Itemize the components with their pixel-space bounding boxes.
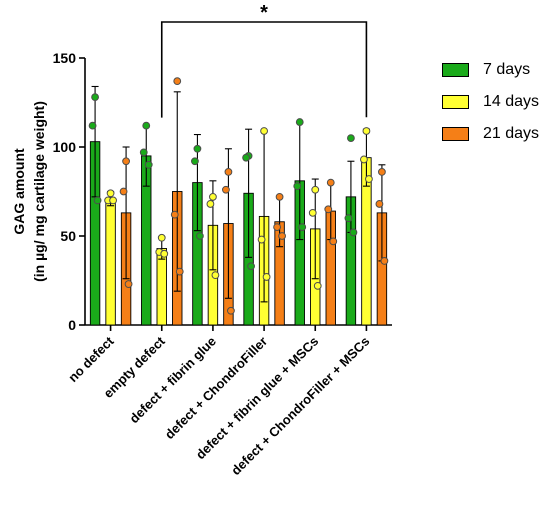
- data-point-defect-fibrin-glue-21-days-1: [224, 168, 233, 176]
- data-point-defect-chondrofiller-mscs-14-days-1: [362, 127, 371, 135]
- data-point-defect-fibrin-glue-7-days-1: [193, 144, 202, 153]
- data-point-defect-fibrin-glue-mscs-14-days-3: [313, 281, 322, 290]
- data-point-no-defect-7-days-1: [91, 93, 99, 102]
- data-point-defect-chondrofiller-14-days-2: [257, 235, 266, 244]
- data-point-no-defect-14-days-1: [106, 189, 115, 198]
- legend-swatch-14-days: [442, 95, 469, 109]
- legend-item-7-days: 7 days: [442, 60, 539, 80]
- legend-swatch-7-days: [442, 63, 469, 77]
- legend: 7 days 14 days 21 days: [442, 60, 539, 156]
- data-point-defect-chondrofiller-mscs-7-days-1: [347, 134, 355, 143]
- data-point-empty-defect-7-days-3: [144, 160, 153, 169]
- data-point-defect-chondrofiller-mscs-21-days-3: [380, 257, 389, 265]
- data-point-empty-defect-14-days-1: [157, 233, 166, 242]
- data-point-defect-fibrin-glue-mscs-7-days-2: [293, 182, 302, 191]
- data-point-defect-fibrin-glue-mscs-7-days-3: [298, 223, 307, 232]
- data-point-defect-fibrin-glue-21-days-3: [227, 306, 235, 315]
- data-point-defect-fibrin-glue-14-days-2: [206, 200, 215, 208]
- data-point-defect-fibrin-glue-mscs-21-days-2: [324, 205, 333, 214]
- data-point-defect-fibrin-glue-mscs-14-days-2: [308, 208, 317, 217]
- legend-item-21-days: 21 days: [442, 124, 539, 144]
- data-point-defect-chondrofiller-21-days-1: [275, 192, 284, 201]
- legend-label-7-days: 7 days: [483, 61, 531, 78]
- legend-label-21-days: 21 days: [483, 125, 540, 142]
- data-point-empty-defect-7-days-2: [139, 148, 148, 157]
- data-point-defect-chondrofiller-14-days-1: [260, 127, 268, 135]
- data-point-no-defect-21-days-1: [122, 157, 130, 166]
- legend-label-14-days: 14 days: [483, 93, 540, 110]
- x-tick-label-defect-chondrofiller: defect + ChondroFiller: [162, 334, 270, 442]
- data-point-defect-fibrin-glue-14-days-3: [211, 271, 220, 280]
- data-point-defect-chondrofiller-mscs-7-days-2: [344, 214, 353, 223]
- data-point-no-defect-7-days-2: [88, 121, 97, 130]
- data-point-defect-fibrin-glue-21-days-2: [222, 185, 230, 194]
- data-point-empty-defect-21-days-1: [173, 77, 182, 86]
- data-point-empty-defect-21-days-2: [170, 210, 179, 219]
- significance-bracket: [160, 21, 368, 118]
- data-point-defect-chondrofiller-mscs-14-days-3: [365, 175, 373, 183]
- data-point-defect-chondrofiller-mscs-21-days-2: [375, 200, 384, 208]
- x-tick-label-no-defect: no defect: [65, 333, 117, 385]
- x-tick-label-defect-fibrin-glue: defect + fibrin glue: [126, 334, 219, 427]
- data-point-no-defect-14-days-3: [109, 196, 117, 205]
- bar-empty-defect-14-days: [156, 248, 167, 326]
- y-axis-title: GAG amount: [11, 148, 27, 235]
- data-point-defect-fibrin-glue-mscs-7-days-1: [295, 118, 304, 126]
- y-tick-label-150: 150: [53, 50, 77, 66]
- y-axis-subtitle: (in µg/ mg cartilage weight): [31, 101, 47, 282]
- data-point-empty-defect-21-days-3: [175, 267, 184, 276]
- data-point-defect-fibrin-glue-mscs-14-days-1: [311, 185, 320, 194]
- data-point-no-defect-21-days-2: [119, 187, 128, 196]
- y-tick-label-100: 100: [53, 139, 77, 155]
- data-point-defect-fibrin-glue-7-days-3: [196, 232, 204, 240]
- y-tick-label-0: 0: [68, 317, 76, 333]
- data-point-defect-chondrofiller-21-days-2: [273, 223, 281, 232]
- data-point-defect-fibrin-glue-7-days-2: [191, 157, 199, 166]
- data-point-no-defect-21-days-3: [124, 280, 133, 288]
- y-tick-label-50: 50: [60, 228, 76, 244]
- legend-swatch-21-days: [442, 127, 469, 141]
- data-point-defect-chondrofiller-21-days-3: [278, 232, 286, 240]
- data-point-defect-chondrofiller-mscs-21-days-1: [378, 168, 386, 176]
- data-point-empty-defect-14-days-3: [160, 249, 169, 258]
- data-point-defect-chondrofiller-mscs-14-days-2: [360, 155, 368, 164]
- data-point-no-defect-7-days-3: [93, 196, 102, 205]
- data-point-defect-fibrin-glue-mscs-21-days-1: [326, 178, 335, 187]
- data-point-defect-fibrin-glue-mscs-21-days-3: [329, 237, 338, 246]
- data-point-defect-chondrofiller-7-days-2: [242, 153, 250, 162]
- bar-no-defect-14-days: [105, 198, 116, 326]
- data-point-defect-chondrofiller-mscs-7-days-3: [349, 228, 358, 237]
- significance-marker: *: [260, 2, 268, 24]
- data-point-defect-fibrin-glue-14-days-1: [209, 192, 217, 201]
- data-point-defect-chondrofiller-7-days-3: [247, 262, 255, 271]
- legend-item-14-days: 14 days: [442, 92, 539, 112]
- data-point-defect-chondrofiller-14-days-3: [262, 273, 271, 281]
- data-point-empty-defect-7-days-1: [142, 121, 151, 130]
